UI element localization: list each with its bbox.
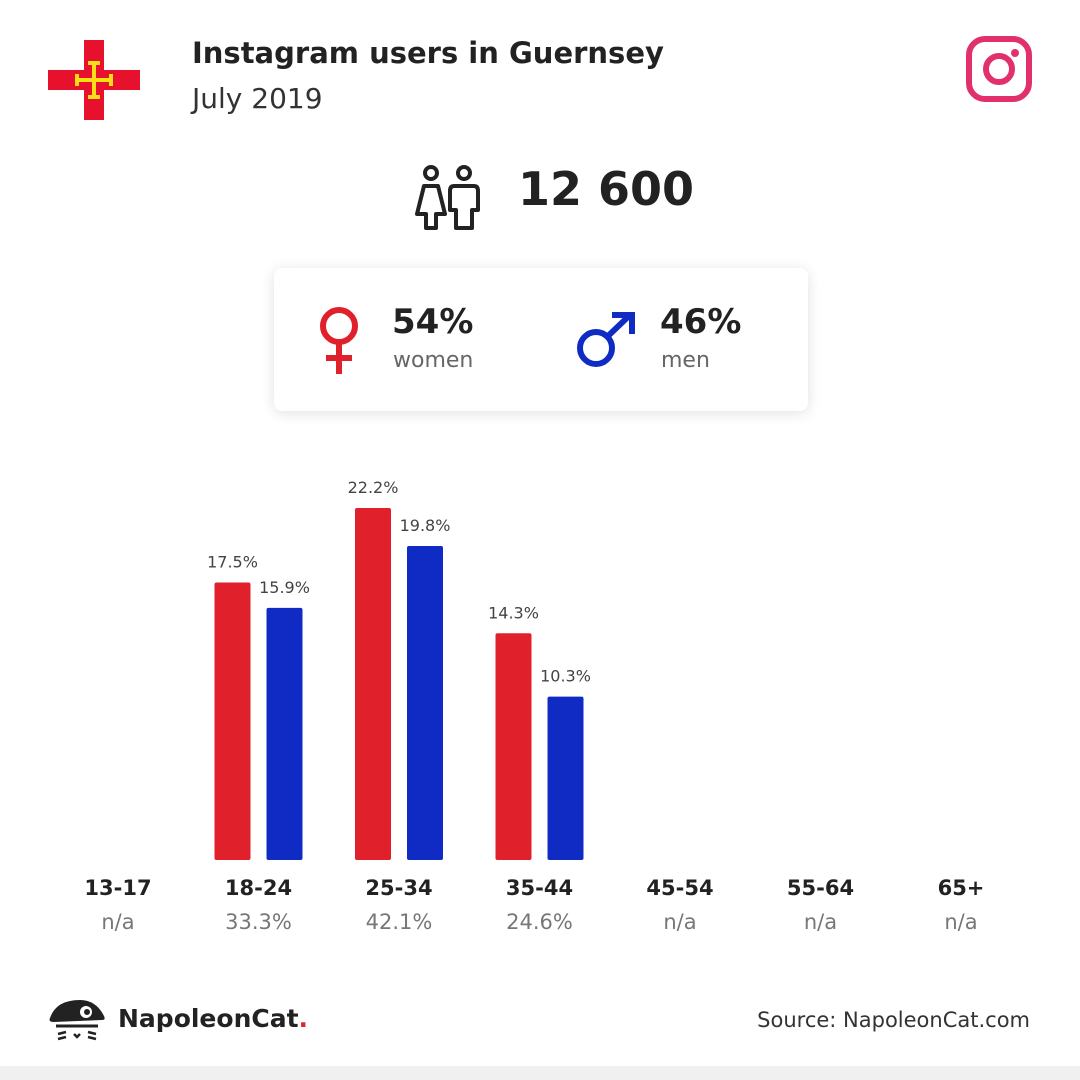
bar-value-label: 19.8%	[400, 516, 451, 535]
bottom-strip	[0, 1066, 1080, 1080]
bar-25-34-s1	[407, 546, 443, 860]
female-icon	[320, 307, 358, 374]
gender-card: 54% women 46% men	[274, 268, 808, 411]
guernsey-flag-icon	[48, 40, 140, 120]
brand-text: NapoleonCat	[118, 1004, 299, 1033]
users-icon	[415, 165, 480, 230]
bar-18-24-s1	[266, 607, 303, 860]
men-label: men	[661, 348, 710, 373]
bar-value-label: 22.2%	[348, 478, 399, 497]
category-label: 25-34	[365, 876, 433, 900]
age-gender-bar-chart: 17.5%15.9% 22.2%19.8% 14.3% 10.3%	[207, 478, 591, 860]
page-title: Instagram users in Guernsey	[192, 36, 664, 70]
brand-name: NapoleonCat.	[118, 1004, 308, 1033]
category-label: 35-44	[505, 876, 574, 900]
male-icon	[577, 312, 635, 367]
category-label: 55-64	[786, 876, 855, 900]
category-label: 45-54	[646, 876, 714, 900]
bar-value-label: 15.9%	[259, 578, 310, 597]
brand-dot: .	[298, 1004, 309, 1033]
total-users: 12 600	[518, 162, 695, 216]
bar-value-label: 17.5%	[207, 553, 258, 572]
category-label: 65+	[937, 876, 985, 900]
bar-18-24-s0	[214, 582, 251, 860]
instagram-icon	[966, 36, 1032, 102]
category-total: n/a	[663, 910, 697, 934]
bar-35-44-s0	[495, 633, 532, 860]
category-label: 13-17	[84, 876, 152, 900]
category-total: n/a	[101, 910, 135, 934]
category-total: 33.3%	[225, 910, 292, 934]
category-total: n/a	[803, 910, 838, 934]
source-text: Source: NapoleonCat.com	[757, 1008, 1030, 1032]
bar-value-label: 10.3%	[540, 667, 591, 686]
category-total: n/a	[944, 910, 978, 934]
page-subtitle: July 2019	[192, 82, 323, 115]
category-total: 42.1%	[365, 910, 433, 934]
napoleoncat-logo-icon	[49, 1000, 105, 1041]
category-total: 24.6%	[506, 910, 573, 934]
bar-value-label: 14.3%	[488, 603, 539, 622]
bar-35-44-s1	[547, 696, 584, 860]
men-percent: 46%	[660, 302, 742, 342]
category-label: 18-24	[224, 876, 293, 900]
women-percent: 54%	[392, 302, 474, 342]
bar-25-34-s0	[355, 508, 391, 860]
women-label: women	[393, 348, 474, 373]
